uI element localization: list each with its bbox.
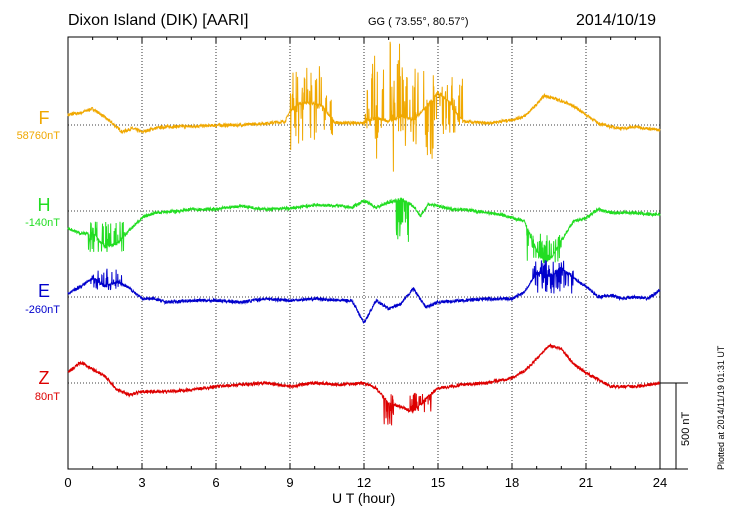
- component-label-f: F: [38, 108, 50, 128]
- x-tick-label-15: 15: [430, 475, 446, 490]
- component-label-z: Z: [38, 368, 50, 388]
- baseline-label-f: 58760nT: [16, 130, 60, 142]
- baseline-label-h: -140nT: [25, 217, 60, 229]
- x-tick-label-6: 6: [212, 475, 220, 490]
- x-tick-label-3: 3: [138, 475, 146, 490]
- coordinates-label: GG ( 73.55°, 80.57°): [368, 16, 469, 28]
- component-label-h: H: [37, 195, 51, 215]
- x-tick-label-24: 24: [652, 475, 668, 490]
- baseline-label-z: 80nT: [34, 391, 60, 403]
- x-tick-label-21: 21: [578, 475, 594, 490]
- series-line-f: [67, 41, 661, 172]
- x-axis-label: U T (hour): [332, 490, 396, 506]
- scale-bar-label: 500 nT: [680, 411, 692, 446]
- baseline-label-e: -260nT: [25, 304, 60, 316]
- date-label: 2014/10/19: [576, 12, 657, 29]
- x-tick-label-9: 9: [286, 475, 294, 490]
- x-tick-label-12: 12: [356, 475, 372, 490]
- series-line-e: [67, 260, 661, 324]
- series-line-h: [67, 197, 661, 264]
- component-label-e: E: [37, 281, 50, 301]
- x-tick-label-0: 0: [64, 475, 72, 490]
- station-title: Dixon Island (DIK) [AARI]: [68, 12, 249, 29]
- x-tick-label-18: 18: [504, 475, 520, 490]
- plotted-timestamp: Plotted at 2014/11/19 01:31 UT: [716, 345, 726, 470]
- series-line-z: [67, 343, 661, 426]
